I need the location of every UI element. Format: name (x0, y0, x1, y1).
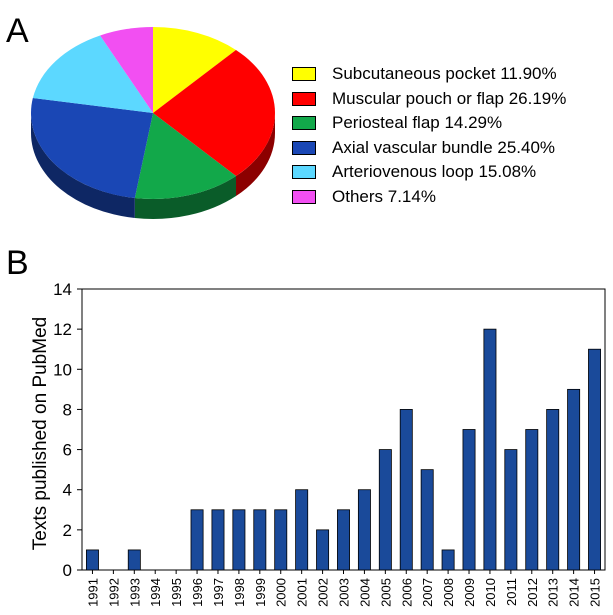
x-tick-label: 2001 (295, 578, 310, 607)
bar (357, 489, 371, 571)
x-tick-label: 1995 (169, 578, 184, 607)
y-tick-label: 14 (53, 280, 72, 299)
bar (483, 328, 497, 571)
bar (525, 429, 539, 571)
bar (127, 549, 141, 571)
pie-slice-5 (100, 27, 153, 113)
x-tick-label: 1991 (85, 578, 100, 607)
x-tick-label: 2002 (316, 578, 331, 607)
legend-swatch (292, 140, 316, 155)
legend-item: Periosteal flap 14.29% (292, 111, 566, 136)
bar (232, 509, 246, 571)
x-tick-label: 1997 (211, 578, 226, 607)
legend-swatch (292, 91, 316, 106)
bar (253, 509, 267, 571)
bar (504, 449, 518, 571)
y-axis-label: Texts published on PubMed (30, 317, 51, 550)
x-tick-label: 2015 (588, 578, 603, 607)
x-tick-label: 1992 (106, 578, 121, 607)
legend-label: Periosteal flap 14.29% (332, 113, 503, 133)
pie-slice-side-2 (134, 176, 237, 219)
y-tick-label: 2 (63, 521, 72, 540)
bar (211, 509, 225, 571)
panel-label-a: A (6, 12, 29, 50)
pie-slice-3 (30, 98, 153, 199)
y-tick-label: 8 (63, 400, 72, 419)
legend-label: Axial vascular bundle 25.40% (332, 137, 556, 157)
legend-label: Subcutaneous pocket 11.90% (332, 64, 557, 84)
x-tick-label: 2006 (399, 578, 414, 607)
x-tick-label: 2013 (546, 578, 561, 607)
legend-swatch (292, 116, 316, 131)
bar (588, 348, 602, 571)
y-tick-label: 0 (63, 561, 72, 580)
legend-label: Arteriovenous loop 15.08% (332, 162, 537, 182)
pie-slice-side-1 (236, 113, 275, 197)
bar (378, 449, 392, 571)
x-tick-label: 2000 (274, 578, 289, 607)
legend-item: Muscular pouch or flap 26.19% (292, 87, 566, 112)
x-tick-label: 2010 (483, 578, 498, 607)
pie-chart (30, 27, 275, 219)
bar (274, 509, 288, 571)
y-tick-label: 4 (63, 481, 72, 500)
bar (567, 388, 581, 571)
legend-swatch (292, 67, 316, 82)
bar (190, 509, 204, 571)
panel-label-b: B (6, 244, 29, 282)
x-tick-label: 1998 (232, 578, 247, 607)
legend-swatch (292, 165, 316, 180)
legend-item: Subcutaneous pocket 11.90% (292, 62, 566, 87)
x-tick-label: 2007 (420, 578, 435, 607)
bar (295, 489, 309, 571)
pie-legend: Subcutaneous pocket 11.90% Muscular pouch… (292, 62, 566, 209)
x-tick-label: 1993 (127, 578, 142, 607)
x-tick-label: 2012 (525, 578, 540, 607)
y-tick-label: 6 (63, 441, 72, 460)
x-tick-label: 2014 (567, 578, 582, 607)
x-tick-label: 2009 (462, 578, 477, 607)
bar (316, 529, 330, 571)
x-tick-label: 2011 (504, 578, 519, 606)
x-tick-label: 1999 (253, 578, 268, 607)
x-tick-label: 1996 (190, 578, 205, 607)
y-tick-label: 12 (53, 320, 72, 339)
pie-slice-side-3 (31, 113, 135, 219)
legend-label: Muscular pouch or flap 26.19% (332, 88, 567, 108)
legend-swatch (292, 189, 316, 204)
x-tick-label: 1994 (148, 578, 163, 607)
x-tick-label: 2004 (357, 578, 372, 607)
legend-item: Others 7.14% (292, 185, 566, 210)
legend-item: Arteriovenous loop 15.08% (292, 160, 566, 185)
bar (420, 469, 434, 571)
bar (462, 429, 476, 571)
x-tick-label: 2005 (378, 578, 393, 607)
pie-slice-4 (32, 35, 153, 113)
bar (546, 409, 560, 571)
bar (85, 549, 99, 571)
legend-item: Axial vascular bundle 25.40% (292, 136, 566, 161)
pie-slice-1 (153, 49, 275, 177)
legend-label: Others 7.14% (332, 186, 436, 206)
bar (337, 509, 350, 571)
y-tick-label: 10 (53, 360, 72, 379)
pie-slice-0 (153, 27, 236, 113)
pie-slice-2 (134, 113, 237, 200)
bar (441, 549, 455, 571)
x-tick-label: 2003 (337, 578, 352, 607)
x-tick-label: 2008 (441, 578, 456, 607)
bar (399, 409, 413, 571)
